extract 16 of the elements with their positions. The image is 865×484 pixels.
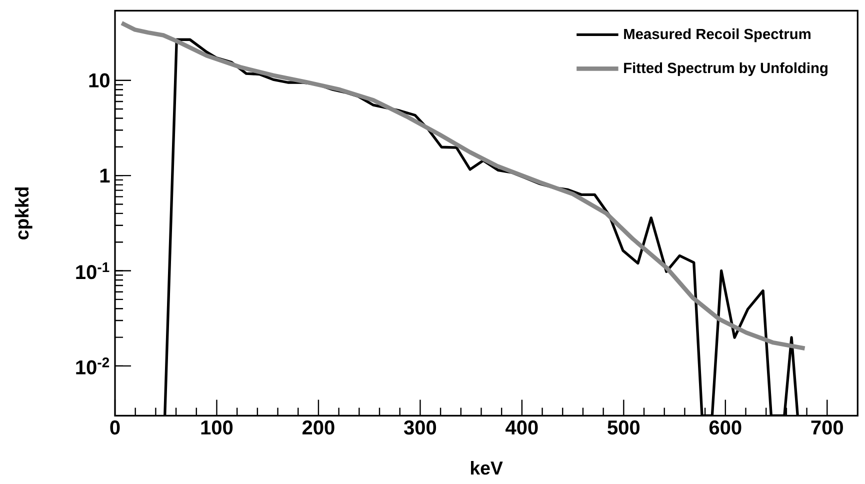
x-tick-label: 100 (201, 420, 233, 435)
x-tick-label: 300 (404, 420, 436, 435)
y-axis-title: cpkkd (14, 187, 32, 240)
y-tick-label: 10$^{-2}$ (76, 357, 110, 374)
y-tick-label: 10$^{-1}$ (76, 262, 110, 280)
x-tick-label: 600 (709, 420, 742, 435)
legend-label: Fitted Spectrum by Unfolding (624, 62, 828, 76)
x-tick-label: 400 (506, 420, 538, 435)
y-tick-label: 10 (89, 73, 110, 88)
x-tick-label: 0 (110, 420, 120, 435)
x-axis-title: keV (471, 460, 503, 475)
y-tick-label: 1 (100, 168, 110, 182)
x-tick-label: 500 (608, 420, 640, 435)
x-tick-label: 700 (811, 420, 843, 435)
x-tick-label: 200 (302, 420, 334, 435)
legend-label: Measured Recoil Spectrum (624, 28, 810, 42)
